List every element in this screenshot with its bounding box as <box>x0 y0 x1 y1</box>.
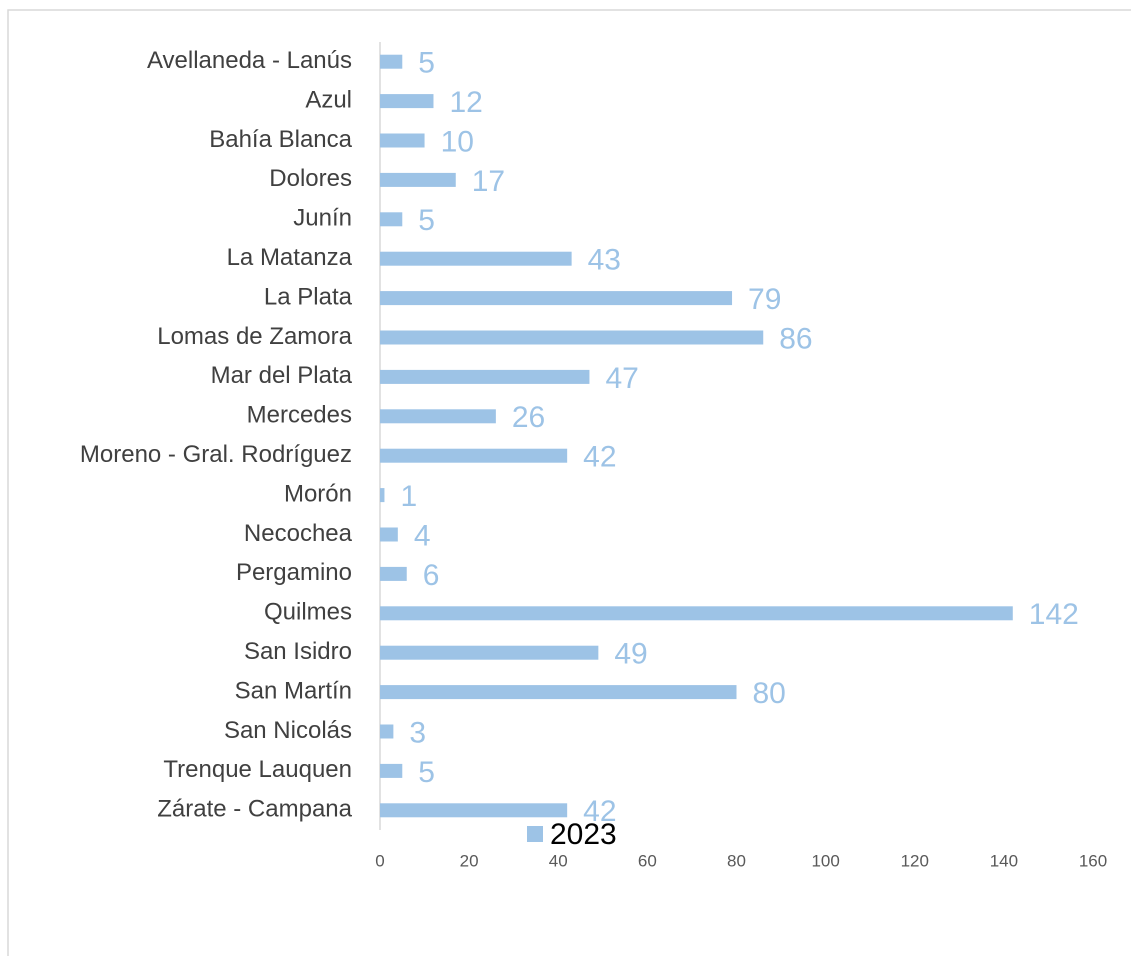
bar <box>380 133 425 148</box>
x-tick-label: 40 <box>549 851 568 870</box>
x-tick-label: 80 <box>727 851 746 870</box>
bar <box>380 251 572 266</box>
y-tick-label: Zárate - Campana <box>157 796 352 823</box>
data-label: 4 <box>414 519 431 552</box>
bar <box>380 94 434 109</box>
y-tick-label: Pergamino <box>236 559 352 586</box>
data-label: 17 <box>472 165 505 198</box>
bar <box>380 685 737 700</box>
y-tick-label: Trenque Lauquen <box>163 756 352 783</box>
data-label: 5 <box>418 756 435 789</box>
y-tick-label: Morón <box>284 480 352 507</box>
y-tick-label: Lomas de Zamora <box>157 323 352 350</box>
x-tick-label: 100 <box>811 851 839 870</box>
y-tick-label: Moreno - Gral. Rodríguez <box>80 441 352 468</box>
y-tick-label: Junín <box>293 205 352 232</box>
data-label: 43 <box>588 244 621 277</box>
y-tick-label: Dolores <box>269 165 352 192</box>
bar <box>380 54 403 69</box>
legend-swatch <box>527 826 543 842</box>
y-tick-label: Bahía Blanca <box>209 126 352 153</box>
bar <box>380 803 568 818</box>
y-tick-label: Necochea <box>244 520 353 547</box>
data-label: 6 <box>423 559 440 592</box>
data-label: 42 <box>583 441 616 474</box>
data-label: 80 <box>753 677 786 710</box>
bar <box>380 330 764 345</box>
data-label: 47 <box>605 362 638 395</box>
bar <box>380 448 568 463</box>
y-tick-label: Avellaneda - Lanús <box>147 47 352 74</box>
x-tick-label: 140 <box>990 851 1018 870</box>
bar <box>380 606 1013 621</box>
y-tick-label: La Plata <box>264 283 353 310</box>
data-label: 10 <box>441 125 474 158</box>
data-label: 1 <box>400 480 417 513</box>
bar <box>380 369 590 384</box>
data-label: 86 <box>779 322 812 355</box>
x-tick-label: 60 <box>638 851 657 870</box>
y-tick-label: Mercedes <box>247 402 352 429</box>
y-tick-label: San Isidro <box>244 638 352 665</box>
bar <box>380 645 599 660</box>
data-label: 49 <box>614 638 647 671</box>
x-tick-label: 160 <box>1079 851 1107 870</box>
x-tick-label: 120 <box>901 851 929 870</box>
legend-label: 2023 <box>550 818 617 851</box>
y-tick-label: San Martín <box>235 677 352 704</box>
x-tick-label: 20 <box>460 851 479 870</box>
data-label: 142 <box>1029 598 1079 631</box>
data-label: 5 <box>418 204 435 237</box>
bar <box>380 763 403 778</box>
data-label: 3 <box>409 716 426 749</box>
data-label: 79 <box>748 283 781 316</box>
bar <box>380 488 385 503</box>
data-label: 42 <box>583 795 616 828</box>
y-tick-label: Quilmes <box>264 599 352 626</box>
bar <box>380 566 407 581</box>
bar <box>380 212 403 227</box>
bar <box>380 172 456 187</box>
data-label: 26 <box>512 401 545 434</box>
chart-frame <box>7 9 1131 956</box>
y-tick-label: Mar del Plata <box>211 362 353 389</box>
bar <box>380 724 394 739</box>
data-label: 12 <box>449 86 482 119</box>
y-tick-label: La Matanza <box>227 244 353 271</box>
data-label: 5 <box>418 47 435 80</box>
bar <box>380 527 398 542</box>
y-tick-label: San Nicolás <box>224 717 352 744</box>
bar <box>380 409 496 424</box>
x-tick-label: 0 <box>375 851 384 870</box>
y-tick-label: Azul <box>305 86 352 113</box>
bar <box>380 291 733 306</box>
